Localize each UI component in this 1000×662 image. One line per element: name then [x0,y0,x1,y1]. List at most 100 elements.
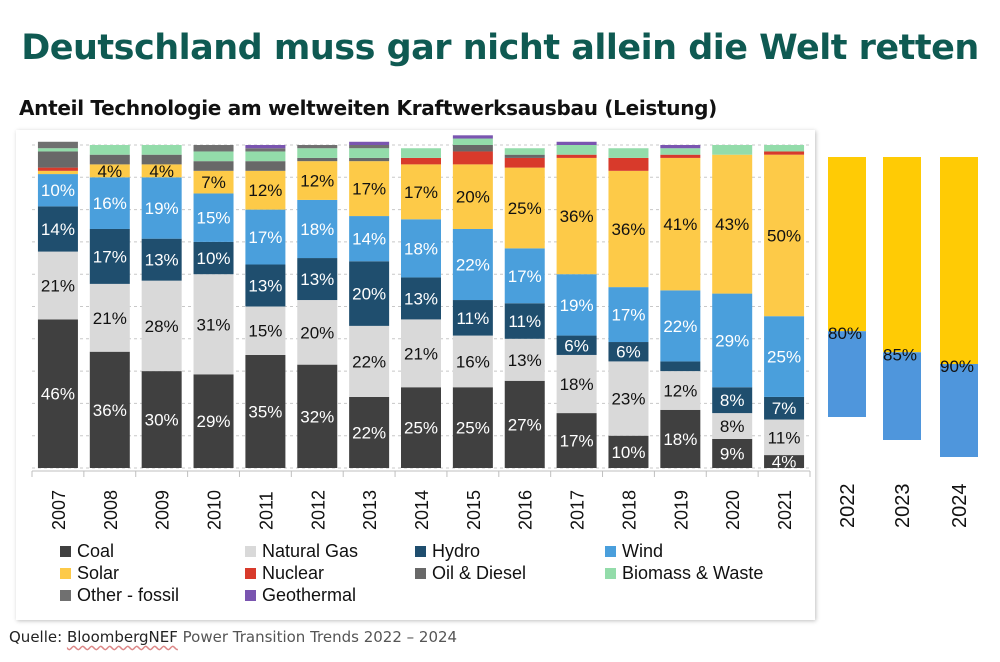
data-label-wind-2007: 10% [41,181,75,200]
bar-segment-coal-2021 [764,455,805,468]
bar-segment-solar-2023 [883,157,921,353]
bar-segment-geothermal-2017 [556,141,597,145]
data-label-natural-gas-2012: 20% [300,323,334,342]
bar-segment-coal-2019 [660,409,701,468]
bar-segment-coal-2013 [349,396,390,468]
data-label-wind-2009: 19% [145,199,179,218]
bar-segment-biomass-waste-2017 [556,145,597,155]
bar-segment-solar-2016 [504,167,545,249]
data-label-wind-2012: 18% [300,220,334,239]
bar-segment-wind-2015 [452,228,493,301]
source-prefix: Quelle: [9,628,67,646]
legend-label: Wind [622,541,664,561]
data-label-wind-2014: 18% [404,239,438,258]
source-note: Quelle: BloombergNEF Power Transition Tr… [9,628,457,646]
x-tick-label-2018: 2018 [619,490,639,530]
bar-segment-wind-2018 [608,287,649,343]
bar-segment-coal-2011 [245,354,286,468]
data-label-natural-gas-2011: 15% [248,322,282,341]
data-label-hydro-2011: 13% [248,277,282,296]
data-label-renewables-2022: 80% [828,324,862,343]
bar-segment-biomass-waste-2015 [452,138,493,145]
bar-segment-coal-2015 [452,387,493,468]
legend-item-geothermal: Geothermal [245,585,356,606]
bar-segment-hydro-2007 [37,206,78,252]
data-label-hydro-2016: 11% [508,312,541,331]
bar-segment-solar-2013 [349,161,390,217]
bar-segment-biomass-waste-2016 [504,148,545,155]
legend-label: Natural Gas [262,541,359,561]
bar-segment-wind-2023 [883,352,921,440]
bar-segment-other-fossil-2012 [297,145,338,149]
data-label-solar-2011: 12% [248,181,282,200]
bar-segment-natural-gas-2008 [89,283,130,352]
bar-segment-coal-2017 [556,413,597,468]
data-label-wind-2017: 19% [560,296,594,315]
legend-swatch-natural-gas [245,546,256,557]
bar-segment-biomass-waste-2014 [401,148,441,158]
data-label-hydro-2009: 13% [145,251,179,270]
bar-segment-geothermal-2015 [452,135,493,139]
bar-segment-hydro-2019 [660,361,701,372]
bar-segment-hydro-2008 [89,228,130,284]
data-label-hydro-2014: 13% [404,289,438,308]
bar-segment-hydro-2011 [245,264,286,307]
data-label-wind-2018: 17% [611,306,645,325]
bar-segment-coal-2008 [89,351,130,468]
data-label-natural-gas-2020: 8% [720,417,745,436]
x-tick-label-2010: 2010 [205,490,225,530]
legend-swatch-coal [60,546,71,557]
x-tick-label-2019: 2019 [671,490,691,530]
bar-segment-biomass-waste-2020 [712,145,753,155]
bar-segment-natural-gas-2014 [401,319,441,388]
bar-segment-natural-gas-2012 [297,300,338,365]
bar-segment-natural-gas-2009 [141,280,182,372]
legend-swatch-biomass-waste [605,568,616,579]
bar-segment-solar-2007 [37,170,78,175]
bar-segment-coal-2016 [504,380,545,468]
bar-segment-nuclear-2007 [37,167,78,171]
legend-swatch-solar [60,568,71,579]
data-label-solar-2012: 12% [300,172,334,191]
data-label-solar-2020: 43% [715,215,749,234]
legend-swatch-other-fossil [60,590,71,601]
data-label-coal-2010: 29% [197,412,231,431]
bar-segment-solar-2024 [940,157,978,364]
data-label-solar-2021: 50% [767,226,801,245]
bar-segment-wind-2009 [141,177,182,239]
data-label-natural-gas-2021: 11% [768,428,801,447]
legend-swatch-oil-diesel [415,568,426,579]
data-label-hydro-2013: 20% [352,285,386,304]
bar-segment-oil-diesel-2007 [37,151,78,168]
bar-segment-natural-gas-2015 [452,335,493,388]
data-label-hydro-2015: 11% [456,309,489,328]
data-label-solar-2018: 36% [611,220,645,239]
bar-segment-solar-2009 [141,164,182,178]
bar-segment-wind-2008 [89,177,130,229]
bar-segment-biomass-waste-2012 [297,148,338,158]
bar-segment-solar-2015 [452,164,493,229]
bar-segment-biomass-waste-2011 [245,151,286,162]
bar-segment-oil-diesel-2011 [245,161,286,171]
legend-label: Biomass & Waste [622,563,764,583]
x-tick-label-2022: 2022 [837,484,859,529]
data-label-wind-2016: 17% [508,267,542,286]
data-label-natural-gas-2015: 16% [456,352,490,371]
bar-segment-solar-2010 [193,170,234,194]
bar-segment-solar-2008 [89,164,130,178]
x-tick-label-2023: 2023 [892,484,914,529]
data-label-hydro-2017: 6% [564,336,589,355]
bar-segment-oil-diesel-2013 [349,157,390,162]
data-label-solar-2010: 7% [201,173,226,192]
bar-segment-nuclear-2019 [660,154,701,158]
x-tick-label-2017: 2017 [568,490,588,530]
bar-segment-natural-gas-2020 [712,413,753,439]
legend-item-other-fossil: Other - fossil [60,585,179,606]
bar-segment-hydro-2020 [712,387,753,414]
data-label-coal-2012: 32% [300,407,334,426]
data-label-wind-2010: 15% [197,209,231,228]
x-tick-label-2016: 2016 [516,490,536,530]
bar-segment-natural-gas-2021 [764,419,805,456]
bar-segment-wind-2020 [712,293,753,388]
data-label-natural-gas-2017: 18% [560,375,594,394]
